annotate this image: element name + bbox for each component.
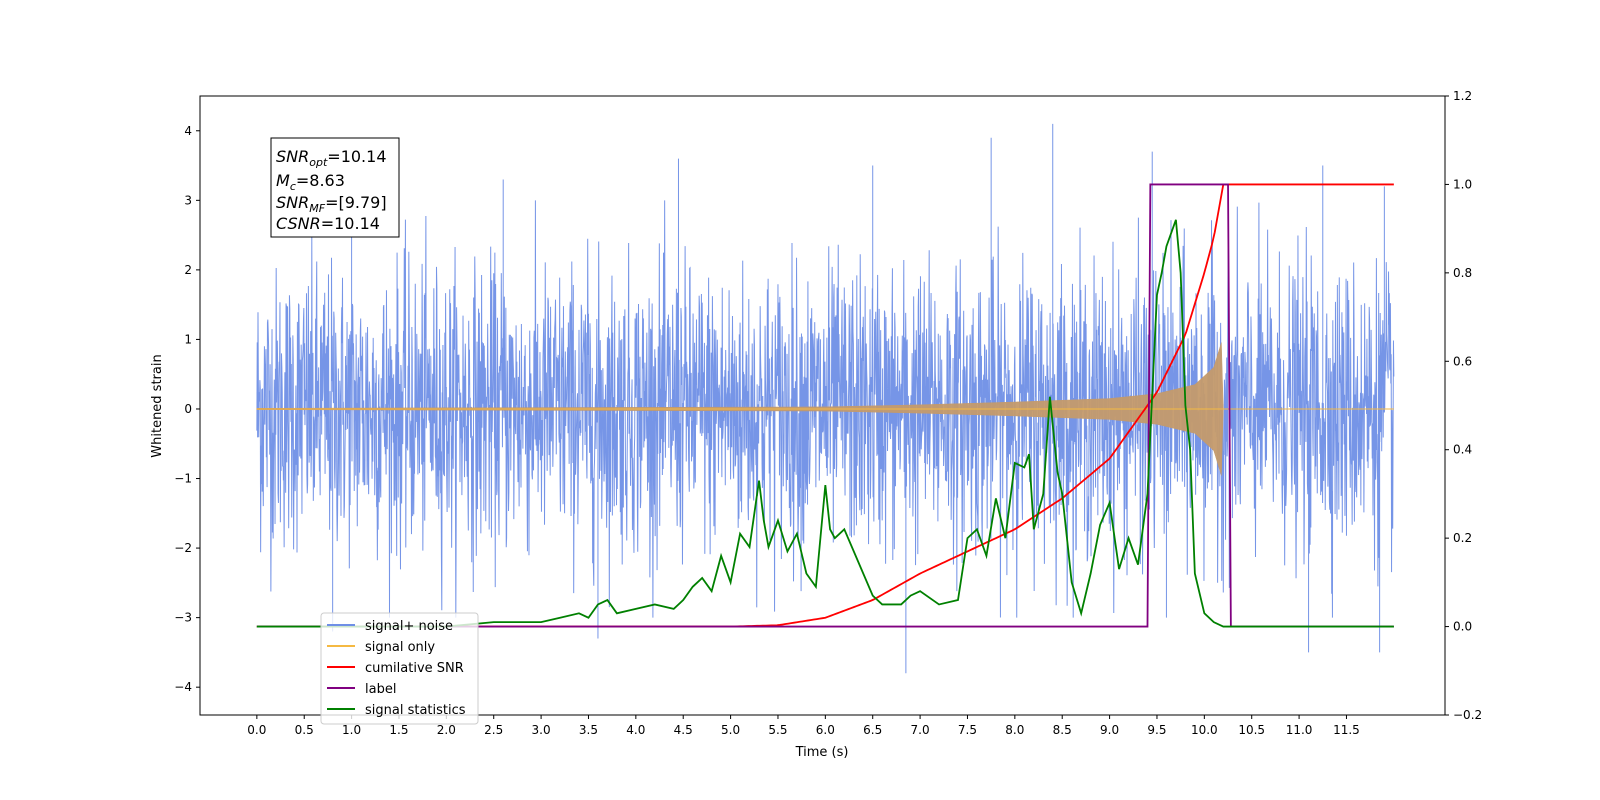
legend-box [320, 612, 479, 725]
legend: signal+ noise signal only cumilative SNR… [320, 612, 479, 725]
y-tick-label: 3 [184, 193, 192, 207]
y-tick-label: 4 [184, 124, 192, 138]
y2-axis-ticks: 1.2 1.0 0.8 0.6 0.4 0.2 0.0 −0.2 [1445, 89, 1482, 722]
y-axis-ticks: 4 3 2 1 0 −1 −2 −3 −4 [174, 124, 200, 694]
x-tick-label: 6.5 [863, 723, 882, 737]
x-tick-label: 1.5 [389, 723, 408, 737]
legend-label-cumulative-snr: cumilative SNR [365, 661, 464, 676]
x-axis-label: Time (s) [795, 745, 849, 760]
x-tick-label: 3.0 [532, 723, 551, 737]
y2-tick-label: 0.2 [1453, 531, 1472, 545]
annotation-box [270, 137, 400, 238]
x-tick-label: 5.0 [721, 723, 740, 737]
y2-tick-label: 0.4 [1453, 443, 1472, 457]
y-tick-label: 1 [184, 332, 192, 346]
legend-label-signal-plus-noise: signal+ noise [365, 619, 453, 634]
y-tick-label: −3 [174, 611, 192, 625]
plot-frame [199, 95, 1446, 716]
y2-tick-label: 0.6 [1453, 354, 1472, 368]
legend-label-label: label [365, 682, 396, 697]
x-tick-label: 1.0 [342, 723, 361, 737]
y-axis-label: Whitened strain [150, 354, 165, 457]
y2-tick-label: 0.8 [1453, 266, 1472, 280]
annotation-snr-opt: SNRopt=10.14 [276, 147, 387, 169]
x-tick-label: 2.5 [484, 723, 503, 737]
x-tick-label: 6.0 [816, 723, 835, 737]
annotation-snr-mf: SNRMF=[9.79] [276, 193, 387, 215]
y2-tick-label: 1.0 [1453, 177, 1472, 191]
x-tick-label: 8.5 [1053, 723, 1072, 737]
x-tick-label: 9.5 [1147, 723, 1166, 737]
y-tick-label: −2 [174, 541, 192, 555]
y-tick-label: −4 [174, 680, 192, 694]
x-tick-label: 11.5 [1333, 723, 1360, 737]
x-tick-label: 8.0 [1005, 723, 1024, 737]
x-tick-label: 7.5 [958, 723, 977, 737]
x-axis-ticks: 0.0 0.5 1.0 1.5 2.0 2.5 3.0 3.5 4.0 4.5 5.0 5.5 6.0 6… [247, 715, 1360, 737]
x-tick-label: 0.0 [247, 723, 266, 737]
x-tick-label: 10.5 [1238, 723, 1265, 737]
x-tick-label: 5.5 [768, 723, 787, 737]
x-tick-label: 9.0 [1100, 723, 1119, 737]
series-signal-plus-noise [256, 123, 1395, 674]
y-tick-label: 0 [184, 402, 192, 416]
x-tick-label: 7.0 [911, 723, 930, 737]
y-tick-label: 2 [184, 263, 192, 277]
x-tick-label: 11.0 [1286, 723, 1313, 737]
annotation-chirp-mass: Mc=8.63 [276, 171, 345, 193]
legend-label-signal-only: signal only [365, 640, 435, 655]
x-tick-label: 10.0 [1191, 723, 1218, 737]
legend-label-signal-statistics: signal statistics [365, 703, 466, 718]
metrics-annotation: SNRopt=10.14 Mc=8.63 SNRMF=[9.79] CSNR=1… [270, 137, 400, 238]
x-tick-label: 4.5 [674, 723, 693, 737]
x-tick-label: 4.0 [626, 723, 645, 737]
y-tick-label: −1 [174, 472, 192, 486]
x-tick-label: 2.0 [437, 723, 456, 737]
series-signal-only [256, 342, 1394, 476]
y2-tick-label: 1.2 [1453, 89, 1472, 103]
annotation-csnr: CSNR=10.14 [276, 214, 380, 233]
x-tick-label: 3.5 [579, 723, 598, 737]
y2-tick-label: −0.2 [1453, 708, 1482, 722]
x-tick-label: 0.5 [295, 723, 314, 737]
signal-statistics-line [256, 219, 1394, 628]
y2-tick-label: 0.0 [1453, 620, 1472, 634]
signal-plus-noise-line [256, 123, 1395, 674]
